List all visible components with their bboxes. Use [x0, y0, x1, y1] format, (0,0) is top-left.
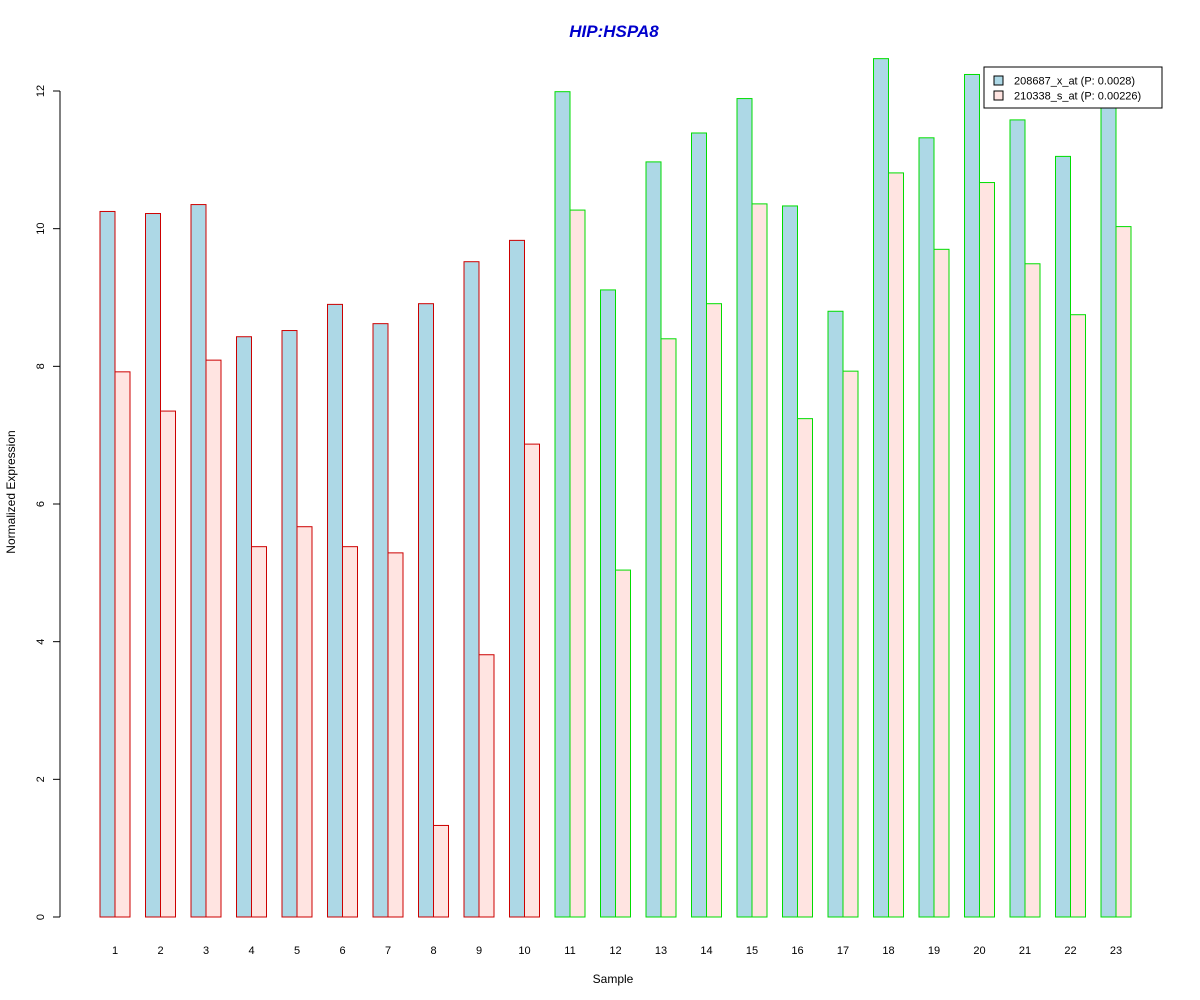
bar-208687-x-at	[509, 239, 525, 918]
legend-swatch	[993, 75, 1004, 86]
x-tick-labels: 1 2 3 4 5 6 7 8 9 10 11 12 13 14 15 16 17 18 19 20 21 22 23	[112, 945, 1122, 957]
bar-210338-s-at	[524, 443, 540, 918]
bar-210338-s-at	[1115, 226, 1132, 918]
x-tick-label: 15	[746, 945, 758, 957]
bar-208687-x-at	[1100, 105, 1117, 918]
bar-210338-s-at	[387, 552, 404, 918]
x-tick-label: 3	[203, 945, 209, 957]
x-tick-label: 9	[476, 945, 482, 957]
bar-210338-s-at	[1024, 263, 1041, 918]
bar-210338-s-at	[160, 410, 176, 918]
bar-208687-x-at	[645, 161, 662, 918]
bar-208687-x-at	[600, 289, 616, 918]
bar-210338-s-at	[205, 359, 222, 918]
legend-entry-label: 210338_s_at (P: 0.00226)	[1014, 91, 1141, 103]
bar-208687-x-at	[554, 91, 571, 918]
bar-210338-s-at	[706, 303, 722, 918]
bar-208687-x-at	[1055, 155, 1071, 918]
x-tick-label: 1	[112, 945, 118, 957]
bar-210338-s-at	[433, 824, 449, 918]
x-tick-label: 5	[294, 945, 300, 957]
bar-208687-x-at	[418, 303, 434, 918]
x-tick-label: 23	[1110, 945, 1122, 957]
x-tick-label: 13	[655, 945, 667, 957]
bar-208687-x-at	[873, 58, 889, 918]
y-tick-label: 6	[35, 501, 47, 507]
bar-210338-s-at	[296, 526, 313, 918]
bar-208687-x-at	[736, 98, 753, 918]
bar-210338-s-at	[342, 546, 358, 918]
legend-swatch	[993, 90, 1004, 101]
x-axis-title: Sample	[593, 972, 634, 986]
bar-208687-x-at	[918, 137, 935, 918]
bar-210338-s-at	[1070, 314, 1086, 918]
y-tick-label: 12	[35, 85, 47, 97]
bar-208687-x-at	[145, 213, 161, 918]
bar-210338-s-at	[569, 209, 586, 918]
bar-208687-x-at	[236, 336, 252, 918]
x-tick-label: 20	[973, 945, 985, 957]
y-tick-label: 8	[35, 363, 47, 369]
bar-208687-x-at	[782, 205, 798, 918]
legend: 208687_x_at (P: 0.0028) 210338_s_at (P: 0…	[983, 66, 1163, 109]
bar-208687-x-at	[99, 210, 116, 918]
y-tick-label: 4	[35, 639, 47, 645]
x-tick-label: 19	[928, 945, 940, 957]
x-tick-label: 17	[837, 945, 849, 957]
bar-208687-x-at	[1009, 119, 1026, 918]
bar-208687-x-at	[190, 204, 207, 918]
x-tick-label: 4	[248, 945, 254, 957]
chart-title: HIP:HSPA8	[569, 22, 659, 41]
bar-208687-x-at	[281, 330, 298, 918]
bar-210338-s-at	[751, 203, 768, 918]
bar-group	[99, 58, 1132, 918]
y-tick-label: 10	[35, 223, 47, 235]
x-tick-label: 6	[339, 945, 345, 957]
bar-208687-x-at	[327, 303, 343, 918]
bar-210338-s-at	[888, 172, 904, 918]
bar-208687-x-at	[372, 323, 389, 918]
bar-208687-x-at	[691, 132, 707, 918]
x-tick-label: 2	[157, 945, 163, 957]
x-tick-label: 22	[1064, 945, 1076, 957]
bar-210338-s-at	[842, 370, 859, 918]
bar-210338-s-at	[979, 182, 995, 918]
x-tick-label: 11	[564, 945, 575, 957]
bar-208687-x-at	[463, 261, 480, 918]
bar-210338-s-at	[615, 569, 631, 918]
legend-entry-label: 208687_x_at (P: 0.0028)	[1014, 76, 1135, 88]
y-tick-label: 2	[35, 776, 47, 782]
bar-208687-x-at	[964, 73, 980, 918]
x-tick-label: 18	[882, 945, 894, 957]
bar-210338-s-at	[660, 338, 677, 918]
bar-210338-s-at	[251, 546, 267, 918]
bar-210338-s-at	[933, 248, 950, 918]
x-tick-label: 21	[1019, 945, 1031, 957]
y-tick-label: 0	[35, 914, 47, 920]
x-tick-label: 16	[791, 945, 803, 957]
y-axis: 0 2 4 6 8 10 12	[35, 85, 61, 920]
x-tick-label: 8	[430, 945, 436, 957]
y-axis-title: Normalized Expression	[4, 430, 18, 553]
x-tick-label: 7	[385, 945, 391, 957]
legend-box	[983, 66, 1163, 109]
x-tick-label: 10	[518, 945, 530, 957]
bar-210338-s-at	[478, 654, 495, 918]
x-tick-label: 12	[609, 945, 621, 957]
bar-210338-s-at	[114, 371, 131, 918]
bar-210338-s-at	[797, 418, 813, 918]
bar-208687-x-at	[827, 310, 844, 918]
x-tick-label: 14	[700, 945, 712, 957]
